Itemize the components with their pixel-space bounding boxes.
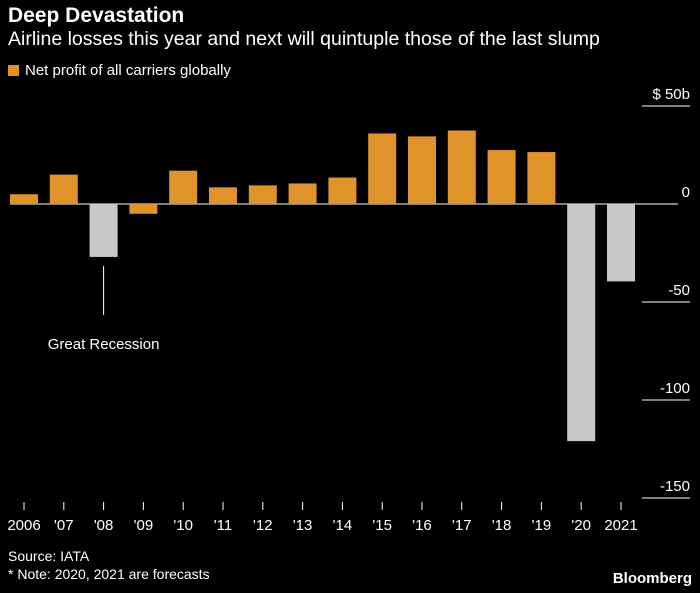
- bar-3: [129, 204, 158, 214]
- x-tick-label: '08: [94, 517, 114, 534]
- y-tick-label: -50: [668, 282, 690, 299]
- legend-label: Net profit of all carriers globally: [25, 62, 231, 79]
- annotation-label: Great Recession: [48, 336, 160, 353]
- chart-title: Deep Devastation: [8, 4, 185, 27]
- bar-1: [49, 174, 78, 204]
- legend: Net profit of all carriers globally: [8, 62, 231, 79]
- x-tick-label: '12: [253, 517, 273, 534]
- x-tick-label: '17: [452, 517, 472, 534]
- x-tick-label: '19: [532, 517, 552, 534]
- bar-2: [89, 204, 118, 257]
- note-text: * Note: 2020, 2021 are forecasts: [8, 566, 210, 582]
- legend-swatch: [8, 65, 19, 76]
- source-text: Source: IATA: [8, 548, 90, 564]
- chart-subtitle: Airline losses this year and next will q…: [8, 28, 600, 50]
- bar-12: [487, 150, 516, 204]
- bloomberg-logo: Bloomberg: [612, 570, 692, 587]
- x-tick-label: '09: [134, 517, 154, 534]
- bar-6: [248, 185, 277, 204]
- bar-10: [408, 136, 436, 204]
- x-tick-label: '18: [492, 517, 512, 534]
- bar-11: [447, 130, 476, 204]
- x-tick-label: '07: [54, 517, 74, 534]
- x-tick-label: '13: [293, 517, 313, 534]
- bar-14: [567, 204, 596, 442]
- x-tick-label: '15: [372, 517, 392, 534]
- y-tick-label: $ 50b: [652, 86, 690, 103]
- bar-0: [10, 194, 38, 204]
- y-tick-label: -100: [660, 380, 690, 397]
- x-tick-label: 2006: [7, 517, 40, 534]
- y-tick-label: 0: [682, 184, 690, 201]
- bar-7: [288, 183, 317, 204]
- x-tick-label: '10: [173, 517, 193, 534]
- bar-13: [527, 152, 556, 204]
- x-tick-label: 2021: [604, 517, 637, 534]
- x-tick-label: '11: [214, 517, 232, 534]
- bar-4: [169, 170, 198, 204]
- bar-8: [328, 177, 357, 204]
- bar-5: [209, 187, 237, 204]
- bar-15: [607, 204, 635, 282]
- x-tick-label: '16: [412, 517, 432, 534]
- x-tick-label: '14: [333, 517, 353, 534]
- y-tick-label: -150: [660, 478, 690, 495]
- x-tick-label: '20: [571, 517, 591, 534]
- bar-9: [368, 133, 397, 204]
